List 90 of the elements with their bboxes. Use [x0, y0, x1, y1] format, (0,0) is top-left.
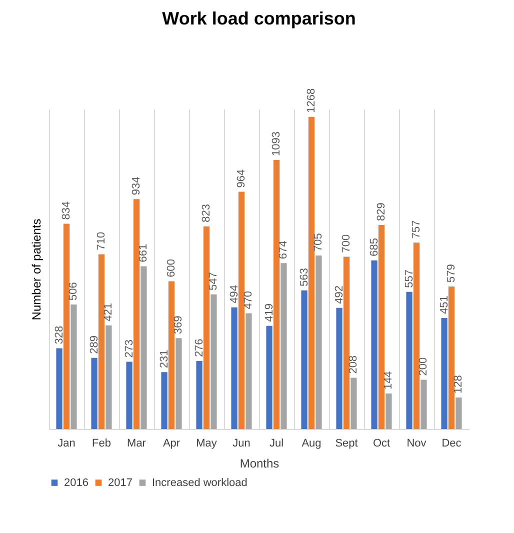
x-tick-label: Oct [372, 438, 390, 450]
legend-label: 2017 [108, 476, 132, 489]
bar [273, 160, 280, 429]
bar [56, 348, 62, 429]
bar [70, 304, 77, 429]
x-tick-label: Aug [302, 438, 322, 450]
data-label: 494 [228, 285, 240, 304]
bar [350, 378, 357, 429]
data-label: 273 [123, 339, 136, 358]
data-label: 144 [382, 371, 395, 390]
bar [161, 372, 168, 429]
bar [413, 242, 420, 429]
data-label: 208 [348, 355, 360, 374]
x-axis-title: Months [240, 456, 280, 470]
data-label: 964 [236, 169, 248, 188]
bar [371, 260, 378, 429]
x-tick-label: Jan [58, 438, 76, 450]
data-label: 128 [452, 375, 465, 394]
bar [316, 255, 322, 429]
x-tick-label: Dec [442, 438, 462, 450]
data-label: 823 [200, 204, 212, 222]
chart-title: Work load comparison [162, 8, 356, 28]
legend-label: Increased workload [152, 476, 248, 489]
bar [301, 290, 308, 429]
x-tick-label: Feb [92, 438, 111, 450]
bar [386, 394, 392, 429]
bar [280, 263, 287, 429]
bar [266, 326, 272, 429]
data-label: 600 [166, 258, 178, 278]
data-label: 834 [60, 201, 72, 220]
bar [456, 397, 462, 429]
data-label: 700 [340, 234, 352, 253]
data-label: 328 [53, 326, 66, 344]
bar [231, 307, 238, 429]
bar [133, 199, 140, 429]
data-label: 289 [88, 336, 100, 354]
data-label: 231 [158, 350, 170, 368]
data-label: 563 [298, 268, 310, 286]
data-label: 451 [438, 296, 450, 314]
bar [238, 192, 245, 429]
data-label: 421 [102, 303, 115, 322]
bar [406, 292, 412, 429]
x-tick-label: Mar [127, 438, 146, 450]
bar [176, 338, 182, 429]
bar [203, 226, 210, 429]
data-label: 369 [172, 316, 185, 334]
data-label: 705 [312, 233, 325, 252]
y-axis-title: Number of patients [30, 218, 44, 320]
bar [168, 281, 175, 429]
bar [63, 224, 70, 429]
bar [441, 318, 448, 429]
x-tick-label: May [196, 438, 218, 450]
bar [210, 294, 217, 429]
data-label: 710 [96, 232, 108, 250]
data-label: 661 [138, 244, 150, 262]
x-tick-label: Jun [232, 438, 250, 450]
bar [308, 116, 315, 429]
bar [420, 380, 427, 429]
bar [126, 362, 132, 429]
data-label: 1093 [270, 131, 282, 156]
data-label: 547 [208, 272, 220, 290]
data-label: 506 [68, 282, 80, 300]
data-label: 757 [410, 220, 422, 239]
bar [378, 224, 385, 429]
bar [448, 286, 455, 429]
x-tick-label: Jul [269, 438, 284, 450]
data-label: 934 [130, 176, 142, 196]
data-label: 492 [333, 286, 346, 304]
bar [91, 358, 98, 429]
bar [343, 256, 350, 429]
x-tick-label: Nov [406, 438, 427, 450]
data-label: 276 [193, 338, 206, 358]
bar [140, 266, 147, 429]
data-label: 470 [242, 290, 255, 310]
bar [246, 313, 252, 429]
x-tick-label: Sept [335, 438, 358, 450]
data-label: 557 [403, 270, 416, 288]
bar [196, 361, 202, 429]
data-label: 674 [278, 240, 290, 260]
x-tick-label: Apr [162, 438, 180, 450]
bar [336, 308, 342, 429]
data-label: 829 [376, 202, 388, 221]
bar [106, 325, 112, 429]
legend-label: 2016 [64, 476, 88, 489]
data-label: 685 [368, 238, 380, 256]
data-label: 200 [418, 357, 430, 376]
data-label: 419 [263, 304, 276, 322]
data-label: 1268 [306, 88, 318, 113]
bar [98, 254, 105, 429]
data-label: 579 [446, 264, 458, 282]
